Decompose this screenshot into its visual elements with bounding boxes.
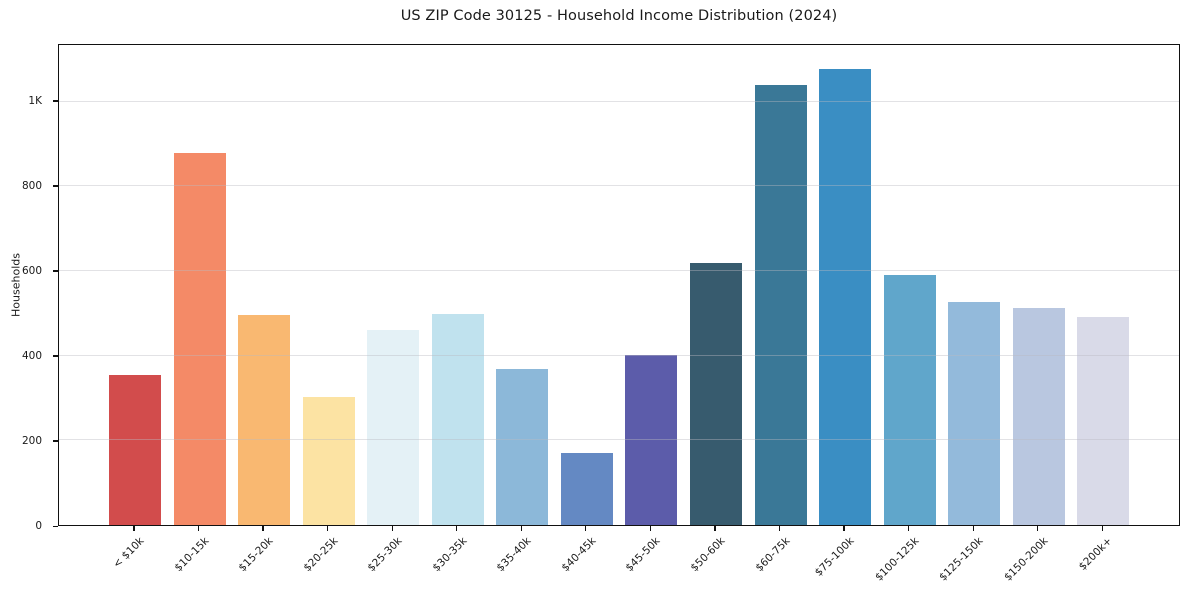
x-tick-mark (197, 526, 200, 531)
x-tick-mark (585, 526, 587, 531)
x-tick-mark (907, 526, 910, 531)
gridline (59, 354, 1179, 356)
bar-$125-150k (948, 301, 1001, 525)
x-tick-mark (778, 526, 781, 531)
y-tick-label: 0 (35, 520, 42, 532)
x-tick-label: $75-100k (812, 535, 857, 579)
y-tick-mark (53, 525, 58, 527)
x-tick-mark (1101, 526, 1103, 531)
bar-< $10k (109, 375, 161, 525)
x-tick-label: $20-25k (301, 535, 341, 575)
x-tick-label: $200k+ (1076, 535, 1115, 573)
x-tick-label: $40-45k (559, 535, 599, 575)
x-tick-label: $45-50k (623, 535, 663, 575)
x-tick-label: $60-75k (752, 535, 792, 575)
x-tick-mark (972, 526, 974, 531)
y-tick-label: 200 (21, 434, 42, 447)
bar-$45-50k (625, 355, 678, 525)
bar-$40-45k (560, 453, 613, 525)
x-tick-label: $100-125k (872, 535, 922, 584)
x-axis-ticks: < $10k $10-15k $15-20k $20-25k $25-30k $30-35… (58, 526, 1180, 590)
gridline (59, 100, 1179, 102)
bar-$25-30k (367, 330, 420, 525)
bar-$10-15k (173, 152, 226, 525)
x-tick-mark (520, 526, 522, 531)
y-tick-mark (53, 440, 58, 442)
bar-$150-200k (1012, 307, 1065, 525)
y-tick-label: 600 (21, 264, 42, 277)
gridline (59, 439, 1179, 441)
x-tick-label: $15-20k (236, 535, 276, 575)
y-tick-label: 1K (28, 94, 42, 107)
x-tick-mark (262, 526, 264, 531)
bar-$20-25k (302, 396, 355, 525)
x-tick-label: $25-30k (365, 535, 405, 575)
x-tick-mark (391, 526, 393, 531)
x-tick-label: $10-15k (171, 535, 212, 575)
x-tick-label: < $10k (110, 535, 147, 571)
y-tick-label: 400 (21, 349, 42, 362)
x-tick-mark (456, 526, 458, 531)
gridline (59, 185, 1179, 187)
x-tick-mark (714, 526, 716, 531)
x-tick-label: $125-150k (937, 535, 986, 584)
gridline (59, 270, 1179, 272)
x-tick-mark (1037, 526, 1039, 531)
bar-$50-60k (689, 263, 742, 525)
y-tick-mark (53, 270, 58, 272)
bar-$75-100k (819, 68, 872, 525)
x-tick-mark (133, 526, 135, 531)
x-tick-label: $30-35k (430, 535, 470, 575)
y-tick-mark (53, 185, 58, 187)
x-tick-mark (649, 526, 652, 531)
bar-$35-40k (496, 369, 549, 525)
x-tick-label: $150-200k (1001, 535, 1051, 584)
y-tick-mark (53, 100, 58, 102)
x-tick-label: $35-40k (494, 535, 534, 575)
bar-$100-125k (883, 275, 936, 525)
y-axis-ticks: 0 200 400 600 800 1K (0, 44, 58, 532)
x-tick-mark (843, 526, 845, 531)
bar-$30-35k (431, 313, 484, 525)
y-tick-label: 800 (21, 179, 42, 192)
chart-title: US ZIP Code 30125 - Household Income Dis… (400, 8, 838, 24)
bar-$200k+ (1077, 316, 1130, 525)
plot-area (58, 44, 1180, 526)
x-tick-label: $50-60k (688, 535, 728, 575)
bar-$15-20k (238, 315, 291, 525)
y-tick-mark (53, 355, 58, 357)
x-tick-mark (327, 526, 329, 531)
bar-$60-75k (754, 84, 807, 525)
